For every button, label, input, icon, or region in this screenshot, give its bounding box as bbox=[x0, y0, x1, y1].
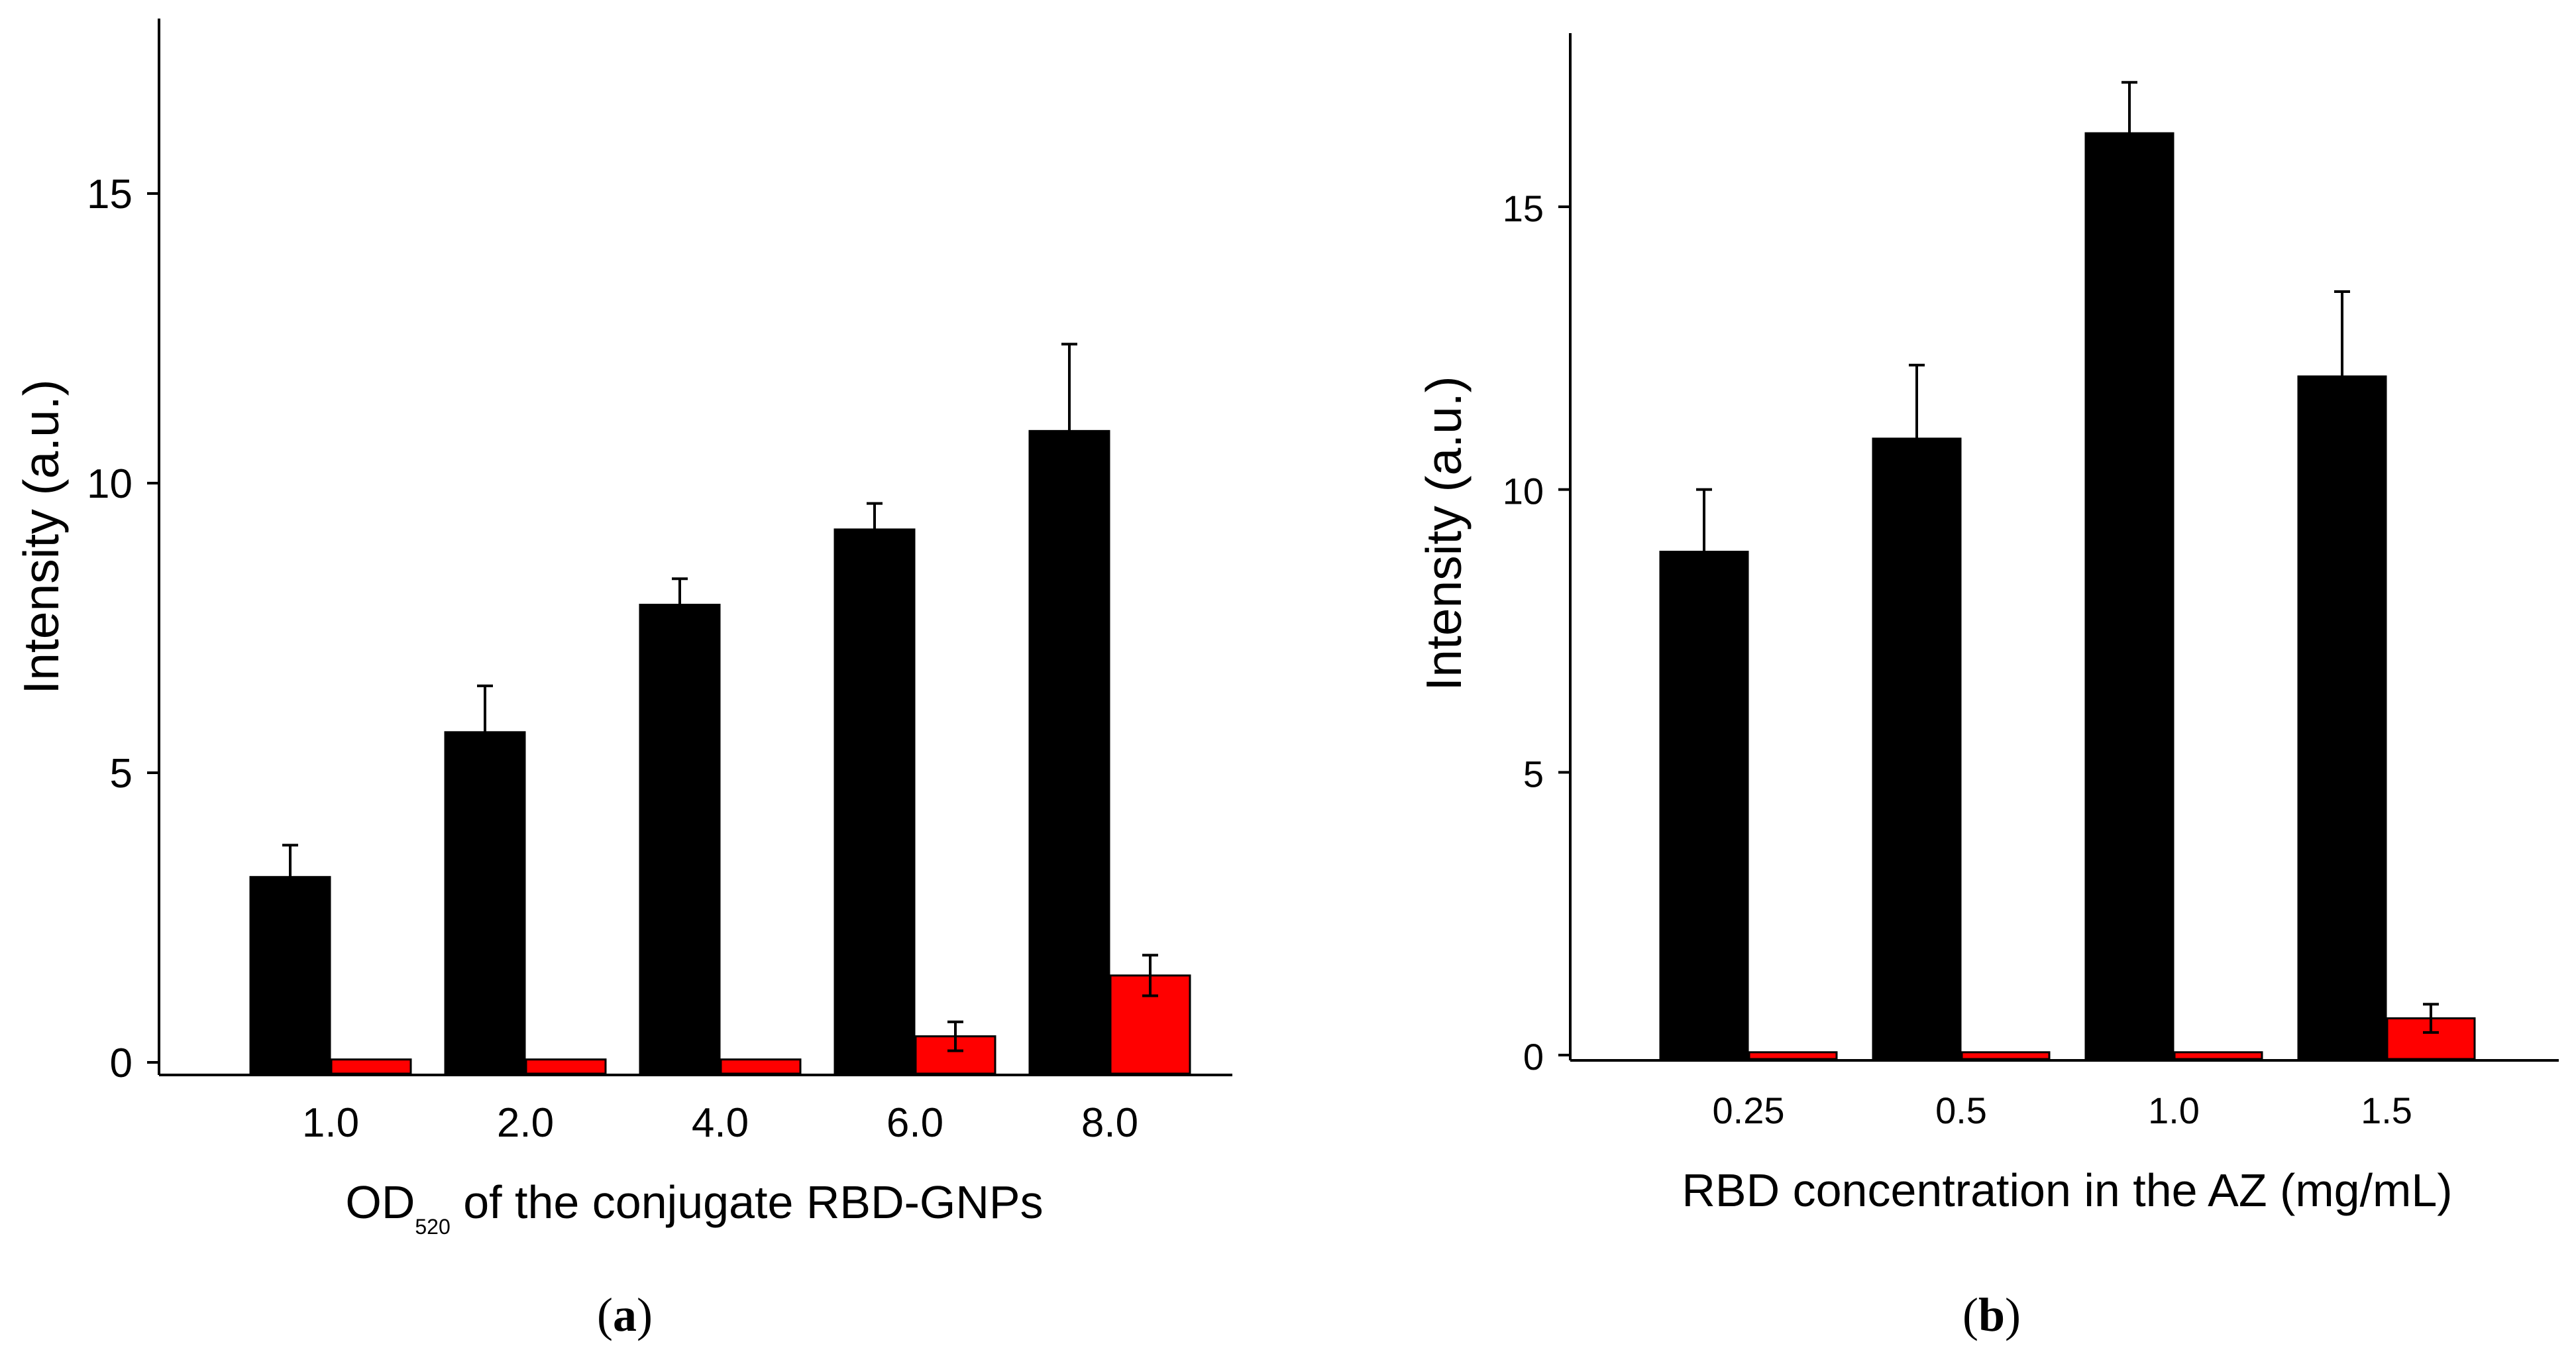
panel-a-bar-red-2.0 bbox=[525, 1058, 607, 1075]
panel-b-y-tick-label: 0 bbox=[1523, 1036, 1544, 1078]
panel-b-bar-black-0.25 bbox=[1659, 551, 1749, 1060]
panel-a-bar-red-1.0 bbox=[330, 1058, 412, 1075]
panel-a-label: (a) bbox=[597, 1288, 653, 1341]
panel-a-bar-black-6.0 bbox=[833, 528, 916, 1075]
panel-a-label-letter: a bbox=[613, 1288, 637, 1341]
panel-a-x-tick-label: 2.0 bbox=[497, 1100, 554, 1146]
panel-b-x-axis-label: RBD concentration in the AZ (mg/mL) bbox=[1682, 1164, 2452, 1216]
panel-b-bar-red-0.5 bbox=[1960, 1051, 2051, 1060]
panel-b-bar-red-0.25 bbox=[1748, 1051, 1838, 1060]
panel-b-x-tick-label: 1.5 bbox=[2361, 1090, 2412, 1131]
panel-a-y-tick-label: 5 bbox=[110, 751, 133, 797]
panel-a-x-tick-label: 1.0 bbox=[302, 1100, 359, 1146]
panel-a-bars bbox=[249, 429, 1191, 1075]
panel-b-x-tick-label: 0.25 bbox=[1713, 1090, 1785, 1131]
panel-a-x-ticks: 1.0 2.0 4.0 6.0 8.0 bbox=[302, 1100, 1138, 1146]
panel-a-x-tick-label: 6.0 bbox=[886, 1100, 943, 1146]
panel-b-bar-black-1.0 bbox=[2084, 132, 2174, 1060]
panel-b-bars bbox=[1659, 132, 2476, 1060]
panel-a-bar-black-2.0 bbox=[444, 731, 526, 1075]
panel-b-y-ticks: 0 5 10 15 bbox=[1503, 188, 1570, 1078]
panel-b-y-tick-label: 15 bbox=[1503, 188, 1544, 229]
panel-a-bar-black-1.0 bbox=[249, 875, 331, 1075]
panel-a-x-tick-label: 8.0 bbox=[1081, 1100, 1138, 1146]
panel-a-bar-red-4.0 bbox=[720, 1058, 802, 1075]
panel-b-bar-red-1.0 bbox=[2173, 1051, 2263, 1060]
panel-a-error-bars bbox=[282, 343, 1158, 1052]
panel-b-label-letter: b bbox=[1978, 1288, 2005, 1341]
panel-b-error-bars bbox=[1696, 81, 2439, 1034]
panel-a-y-tick-label: 15 bbox=[87, 172, 133, 217]
chart-panel-b: 0 5 10 15 0.25 0.5 1.0 1.5 Intensity (a.u.) RB… bbox=[1416, 33, 2559, 1341]
panel-b-bar-black-0.5 bbox=[1872, 437, 1962, 1060]
panel-b-y-axis-label: Intensity (a.u.) bbox=[1416, 376, 1472, 691]
panel-a-bar-black-8.0 bbox=[1028, 429, 1110, 1075]
panel-b-x-ticks: 0.25 0.5 1.0 1.5 bbox=[1713, 1090, 2412, 1131]
panel-b-bar-black-1.5 bbox=[2297, 375, 2387, 1060]
panel-a-x-axis-label-suffix: of the conjugate RBD-GNPs bbox=[451, 1176, 1044, 1228]
panel-a-x-axis-label-od: OD bbox=[345, 1176, 415, 1228]
panel-a-y-ticks: 0 5 10 15 bbox=[87, 172, 159, 1086]
panel-b-label: (b) bbox=[1962, 1288, 2021, 1341]
panel-a-y-axis-label: Intensity (a.u.) bbox=[13, 379, 69, 694]
panel-a-y-tick-label: 0 bbox=[110, 1041, 133, 1086]
panel-a-x-tick-label: 4.0 bbox=[692, 1100, 749, 1146]
panel-b-x-tick-label: 1.0 bbox=[2148, 1090, 2200, 1131]
panel-a-bar-black-4.0 bbox=[639, 604, 721, 1075]
panel-b-x-tick-label: 0.5 bbox=[1935, 1090, 1987, 1131]
panel-b-y-tick-label: 5 bbox=[1523, 753, 1544, 795]
panel-a-x-axis-label: OD520 of the conjugate RBD-GNPs bbox=[345, 1176, 1043, 1239]
panel-a-y-tick-label: 10 bbox=[87, 461, 133, 507]
panel-b-y-tick-label: 10 bbox=[1503, 471, 1544, 512]
panel-a-x-axis-label-subscript: 520 bbox=[415, 1215, 450, 1239]
